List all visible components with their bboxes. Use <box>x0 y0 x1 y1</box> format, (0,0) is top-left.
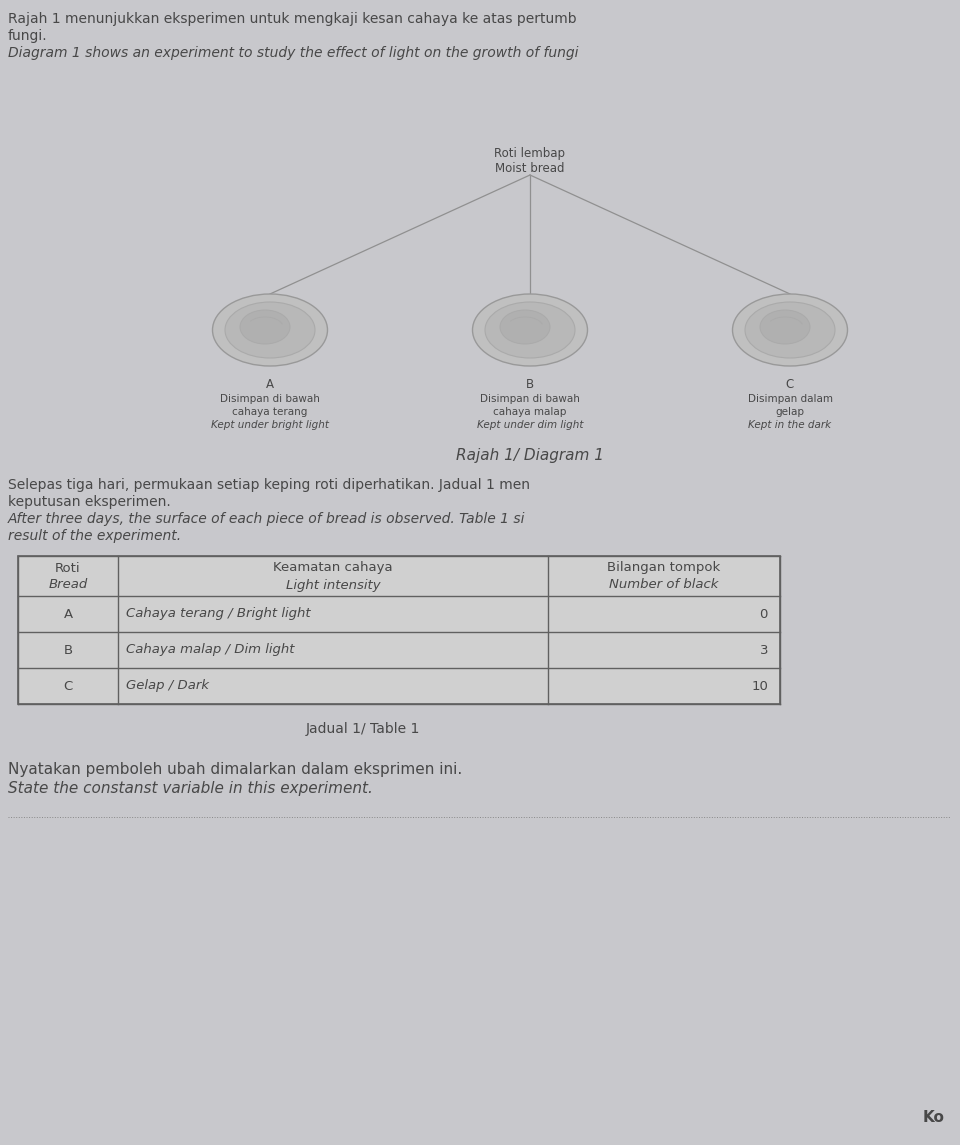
Text: Selepas tiga hari, permukaan setiap keping roti diperhatikan. Jadual 1 men: Selepas tiga hari, permukaan setiap kepi… <box>8 477 530 492</box>
Text: Roti: Roti <box>55 561 81 575</box>
Text: Kept under dim light: Kept under dim light <box>477 420 584 431</box>
Text: Gelap / Dark: Gelap / Dark <box>126 679 209 693</box>
Ellipse shape <box>240 310 290 344</box>
Ellipse shape <box>472 294 588 366</box>
Text: B: B <box>526 378 534 390</box>
Text: Light intensity: Light intensity <box>286 578 380 592</box>
Text: C: C <box>63 679 73 693</box>
Text: Ko: Ko <box>924 1110 945 1126</box>
Text: Disimpan di bawah: Disimpan di bawah <box>220 394 320 404</box>
Ellipse shape <box>500 310 550 344</box>
Ellipse shape <box>212 294 327 366</box>
Text: A: A <box>63 608 73 621</box>
Text: State the constanst variable in this experiment.: State the constanst variable in this exp… <box>8 781 372 796</box>
Text: keputusan eksperimen.: keputusan eksperimen. <box>8 495 171 510</box>
Text: A: A <box>266 378 274 390</box>
Text: fungi.: fungi. <box>8 29 48 44</box>
Bar <box>18 556 780 704</box>
Text: result of the experiment.: result of the experiment. <box>8 529 181 543</box>
Text: C: C <box>786 378 794 390</box>
Text: Kept under bright light: Kept under bright light <box>211 420 329 431</box>
Text: Jadual 1/ Table 1: Jadual 1/ Table 1 <box>306 722 420 736</box>
Text: Bilangan tompok: Bilangan tompok <box>608 561 721 575</box>
Text: 10: 10 <box>751 679 768 693</box>
Text: Disimpan dalam: Disimpan dalam <box>748 394 832 404</box>
Ellipse shape <box>732 294 848 366</box>
Text: B: B <box>63 643 73 656</box>
Text: Keamatan cahaya: Keamatan cahaya <box>274 561 393 575</box>
Text: cahaya terang: cahaya terang <box>232 406 308 417</box>
Text: Rajah 1 menunjukkan eksperimen untuk mengkaji kesan cahaya ke atas pertumb: Rajah 1 menunjukkan eksperimen untuk men… <box>8 11 577 26</box>
Text: Kept in the dark: Kept in the dark <box>749 420 831 431</box>
Text: Nyatakan pemboleh ubah dimalarkan dalam eksprimen ini.: Nyatakan pemboleh ubah dimalarkan dalam … <box>8 763 463 777</box>
Text: Moist bread: Moist bread <box>495 161 564 175</box>
Text: 3: 3 <box>759 643 768 656</box>
Text: Cahaya terang / Bright light: Cahaya terang / Bright light <box>126 608 311 621</box>
Ellipse shape <box>760 310 810 344</box>
Text: Rajah 1/ Diagram 1: Rajah 1/ Diagram 1 <box>456 448 604 463</box>
Ellipse shape <box>485 302 575 358</box>
Text: Cahaya malap / Dim light: Cahaya malap / Dim light <box>126 643 295 656</box>
Text: gelap: gelap <box>776 406 804 417</box>
Text: Disimpan di bawah: Disimpan di bawah <box>480 394 580 404</box>
Ellipse shape <box>745 302 835 358</box>
Text: Roti lembap: Roti lembap <box>494 147 565 160</box>
Text: Number of black: Number of black <box>610 578 719 592</box>
Text: Bread: Bread <box>48 578 87 592</box>
Text: cahaya malap: cahaya malap <box>493 406 566 417</box>
Ellipse shape <box>225 302 315 358</box>
Text: 0: 0 <box>759 608 768 621</box>
Text: After three days, the surface of each piece of bread is observed. Table 1 si: After three days, the surface of each pi… <box>8 512 525 526</box>
Text: Diagram 1 shows an experiment to study the effect of light on the growth of fung: Diagram 1 shows an experiment to study t… <box>8 46 579 60</box>
